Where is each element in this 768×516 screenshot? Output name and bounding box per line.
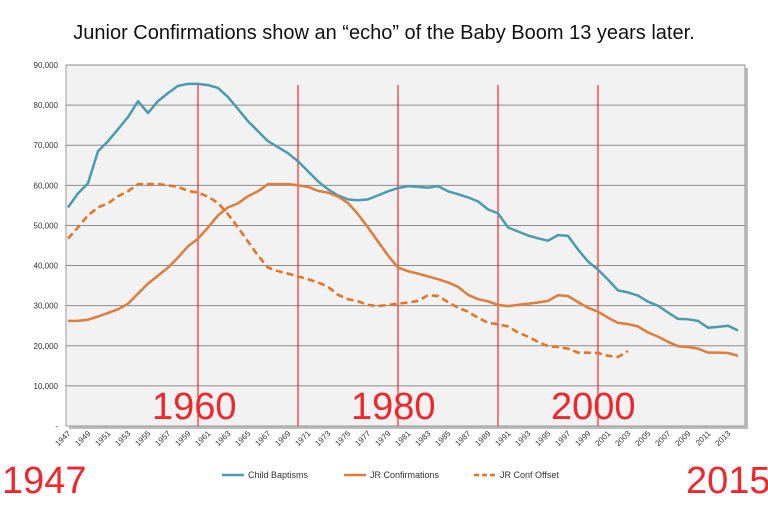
x-tick-label: 1983 xyxy=(413,429,432,448)
x-tick-label: 2011 xyxy=(694,429,713,448)
y-tick-label: 70,000 xyxy=(34,141,59,150)
legend-label: JR Confirmations xyxy=(370,470,440,480)
x-tick-label: 1955 xyxy=(133,429,152,448)
x-tick-label: 1951 xyxy=(93,429,112,448)
series-line-jr-confirmations xyxy=(68,182,739,358)
x-tick-label: 1991 xyxy=(493,429,512,448)
legend-label: JR Conf Offset xyxy=(500,470,559,480)
x-tick-label: 1987 xyxy=(453,429,472,448)
x-tick-label: 2005 xyxy=(633,429,652,448)
x-tick-label: 1993 xyxy=(513,429,532,448)
y-tick-label: 10,000 xyxy=(34,382,59,391)
y-tick-label: 80,000 xyxy=(34,101,59,110)
annotation-2015: 2015 xyxy=(686,460,768,502)
series-line-child-baptisms xyxy=(66,82,739,332)
x-tick-label: 1963 xyxy=(213,429,232,448)
y-tick-label: 20,000 xyxy=(34,342,59,351)
x-tick-label: 1995 xyxy=(533,429,552,448)
x-tick-label: 1999 xyxy=(573,429,592,448)
y-tick-label: 40,000 xyxy=(34,262,59,271)
x-tick-label: 1975 xyxy=(333,429,352,448)
annotation-2000: 2000 xyxy=(551,386,636,428)
x-tick-label: 1969 xyxy=(273,429,292,448)
x-tick-label: 1967 xyxy=(253,429,272,448)
y-tick-label: 30,000 xyxy=(34,302,59,311)
x-tick-label: 1961 xyxy=(193,429,212,448)
y-tick-label: 50,000 xyxy=(34,221,59,230)
x-tick-label: 1977 xyxy=(353,429,372,448)
annotation-1960: 1960 xyxy=(152,386,237,428)
x-tick-label: 1953 xyxy=(113,429,132,448)
x-tick-label: 1981 xyxy=(393,429,412,448)
x-tick-label: 1959 xyxy=(173,429,192,448)
annotation-1980: 1980 xyxy=(351,386,436,428)
x-tick-label: 1989 xyxy=(473,429,492,448)
x-tick-label: 1973 xyxy=(313,429,332,448)
x-tick-label: 2009 xyxy=(673,429,692,448)
x-tick-label: 1957 xyxy=(153,429,172,448)
x-tick-label: 1965 xyxy=(233,429,252,448)
x-tick-label: 1947 xyxy=(53,429,72,448)
x-tick-label: 1949 xyxy=(73,429,92,448)
y-tick-label: - xyxy=(55,422,58,431)
x-tick-label: 2003 xyxy=(613,429,632,448)
plot-area xyxy=(65,64,746,427)
x-tick-label: 2013 xyxy=(713,429,732,448)
x-tick-label: 1979 xyxy=(373,429,392,448)
x-tick-label: 2001 xyxy=(593,429,612,448)
chart-title: Junior Confirmations show an “echo” of t… xyxy=(73,22,695,44)
y-tick-label: 90,000 xyxy=(34,61,59,70)
y-tick-label: 60,000 xyxy=(34,181,59,190)
legend-label: Child Baptisms xyxy=(248,470,309,480)
x-tick-label: 1971 xyxy=(293,429,312,448)
series-line-jr-conf-offset xyxy=(67,182,629,359)
x-tick-label: 1985 xyxy=(433,429,452,448)
x-tick-label: 1997 xyxy=(553,429,572,448)
x-tick-label: 2007 xyxy=(653,429,672,448)
annotation-1947: 1947 xyxy=(2,460,87,502)
